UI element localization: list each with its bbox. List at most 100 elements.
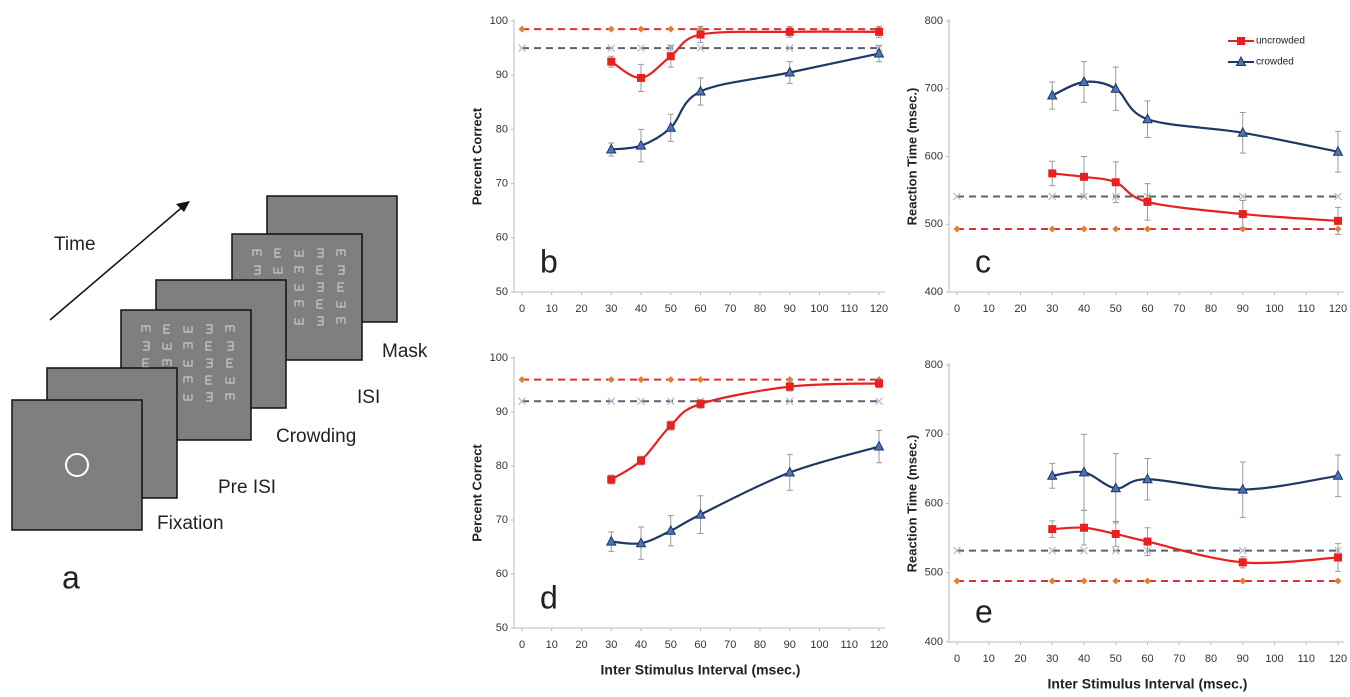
marker (1048, 525, 1057, 534)
y-tick-label: 60 (496, 232, 508, 244)
marker (1238, 210, 1247, 219)
letter-e (225, 325, 235, 332)
marker (666, 421, 675, 430)
marker (873, 440, 885, 451)
y-tick-label: 70 (496, 178, 508, 190)
marker (875, 379, 883, 388)
marker (1048, 192, 1057, 201)
marker (667, 376, 675, 384)
legend-label: uncrowded (1256, 36, 1305, 47)
letter-e (206, 392, 213, 402)
letter-e (225, 377, 235, 384)
letter-e (205, 341, 212, 351)
marker (637, 397, 645, 406)
frame-label: Crowding (276, 426, 356, 447)
x-tick-label: 10 (546, 303, 558, 315)
x-tick-label: 50 (665, 639, 677, 651)
letter-e (317, 316, 324, 326)
marker (1144, 577, 1151, 585)
letter-e (336, 249, 346, 256)
x-tick-label: 120 (870, 303, 888, 315)
marker (1046, 469, 1058, 480)
series-line (1052, 526, 1339, 565)
x-tick-label: 60 (1141, 303, 1153, 315)
letter-e (206, 358, 213, 368)
panel-letter: d (540, 579, 558, 615)
frame-label: Mask (382, 341, 428, 362)
marker (1334, 192, 1342, 201)
marker (696, 44, 705, 53)
x-tick-label: 30 (1046, 653, 1058, 665)
y-tick-label: 500 (925, 567, 943, 579)
x-tick-label: 40 (635, 303, 647, 315)
marker (953, 577, 961, 585)
x-tick-label: 60 (694, 639, 706, 651)
marker (697, 376, 704, 384)
marker (607, 475, 616, 484)
x-tick-label: 40 (1078, 653, 1090, 665)
chart: 50 60 70 80 90 100 0 10 20 30 40 50 60 70 80 90 100 110 12… (469, 15, 888, 315)
marker (1048, 225, 1056, 233)
x-tick-label: 20 (1014, 653, 1026, 665)
letter-e (143, 341, 150, 351)
marker (1080, 225, 1088, 233)
letter-e (316, 265, 323, 275)
fixation-circle (65, 453, 89, 477)
marker (696, 399, 705, 408)
letter-e (163, 324, 170, 334)
marker (637, 456, 645, 465)
frame-label: Pre ISI (218, 477, 276, 498)
marker (607, 44, 616, 53)
y-tick-label: 100 (490, 352, 508, 364)
marker (1110, 482, 1122, 493)
marker (1048, 577, 1056, 585)
y-tick-label: 100 (490, 15, 508, 27)
y-tick-label: 50 (496, 622, 508, 634)
marker (1237, 126, 1249, 137)
marker (953, 192, 961, 201)
x-tick-label: 0 (954, 653, 960, 665)
marker (1238, 558, 1247, 567)
marker (635, 139, 647, 150)
frame-label: ISI (357, 387, 380, 408)
x-tick-label: 110 (1297, 653, 1315, 665)
marker (607, 57, 616, 66)
marker (1110, 82, 1122, 93)
marker (637, 25, 645, 33)
letter-e (183, 342, 193, 349)
x-tick-label: 110 (840, 639, 858, 651)
panel-letter: e (975, 593, 993, 629)
x-tick-label: 10 (983, 653, 995, 665)
x-tick-label: 90 (1237, 653, 1249, 665)
marker (1078, 466, 1090, 477)
x-tick-label: 70 (724, 303, 736, 315)
marker (1334, 577, 1342, 585)
x-tick-label: 0 (519, 639, 525, 651)
x-tick-label: 100 (810, 303, 828, 315)
marker (1111, 529, 1120, 538)
letter-e (183, 376, 193, 383)
letter-e (294, 266, 304, 273)
y-tick-label: 500 (925, 218, 943, 230)
marker (785, 44, 794, 53)
marker (875, 27, 883, 36)
x-tick-label: 0 (954, 303, 960, 315)
marker (1111, 546, 1120, 555)
x-tick-label: 60 (1141, 653, 1153, 665)
marker (953, 225, 961, 233)
x-tick-label: 120 (1329, 303, 1347, 315)
letter-e (225, 393, 235, 400)
x-tick-label: 30 (605, 303, 617, 315)
legend-marker (1237, 37, 1245, 45)
x-tick-label: 60 (694, 303, 706, 315)
marker (518, 397, 526, 406)
letter-e (338, 265, 345, 275)
y-tick-label: 400 (925, 636, 943, 648)
y-tick-label: 90 (496, 406, 508, 418)
letter-e (273, 267, 283, 274)
chart: 400 500 600 700 800 0 10 20 30 40 50 60 70 80 90 100 110… (904, 15, 1347, 315)
chart: 50 60 70 80 90 100 0 10 20 30 40 50 60 70 80 90 100 110 12… (469, 352, 888, 678)
letter-e (205, 375, 212, 385)
letter-e (337, 282, 344, 292)
